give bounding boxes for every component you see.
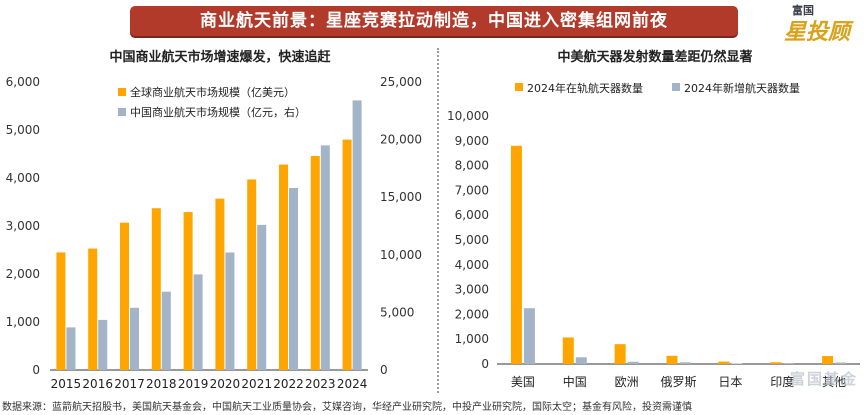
left-legend-label: 中国商业航天市场规模（亿元，右） bbox=[130, 105, 306, 119]
right-chart-title: 中美航天器发射数量差距仍然显著 bbox=[557, 50, 753, 65]
left-x-tick-label: 2021 bbox=[241, 377, 272, 391]
china-market-bar bbox=[130, 307, 139, 370]
china-market-bar bbox=[257, 224, 267, 370]
china-market-bar bbox=[161, 291, 171, 370]
in-orbit-spacecraft-bar bbox=[718, 361, 730, 364]
right-legend-swatch bbox=[515, 83, 523, 91]
watermark-text: 富国基金 bbox=[790, 370, 859, 388]
in-orbit-spacecraft-bar bbox=[770, 362, 782, 364]
china-market-bar bbox=[193, 274, 203, 370]
new-spacecraft-bar bbox=[835, 362, 847, 364]
left-x-tick-label: 2019 bbox=[178, 377, 209, 391]
right-x-tick-label: 日本 bbox=[718, 375, 742, 389]
left-x-tick-label: 2023 bbox=[305, 377, 336, 391]
global-market-bar bbox=[56, 252, 66, 370]
right-chart-y-tick-label: 10,000 bbox=[447, 109, 489, 123]
global-market-bar bbox=[120, 222, 129, 370]
right-x-tick-label: 欧洲 bbox=[615, 375, 639, 389]
right-y-tick-label: 20,000 bbox=[380, 133, 422, 147]
left-y-tick-label: 0 bbox=[32, 363, 40, 377]
left-y-tick-label: 2,000 bbox=[6, 267, 40, 281]
china-market-bar bbox=[225, 252, 235, 370]
china-market-bar bbox=[98, 319, 108, 370]
global-market-bar bbox=[151, 208, 161, 370]
left-y-tick-label: 1,000 bbox=[6, 315, 40, 329]
logo-main-text: 星投顾 bbox=[784, 20, 851, 45]
left-x-tick-label: 2022 bbox=[273, 377, 304, 391]
global-market-bar bbox=[342, 139, 352, 370]
new-spacecraft-bar bbox=[523, 308, 535, 364]
left-x-tick-label: 2018 bbox=[146, 377, 177, 391]
right-x-tick-label: 印度 bbox=[770, 374, 794, 389]
right-chart-y-tick-label: 0 bbox=[481, 357, 489, 371]
source-note: 数据来源：蓝箭航天招股书，美国航天基金会，中国航天工业质量协会，艾媒咨询，华经产… bbox=[2, 402, 692, 413]
right-chart-y-tick-label: 9,000 bbox=[455, 134, 489, 148]
right-chart-y-tick-label: 6,000 bbox=[455, 208, 489, 222]
china-market-bar bbox=[352, 100, 362, 370]
in-orbit-spacecraft-bar bbox=[666, 355, 678, 364]
right-chart-y-tick-label: 5,000 bbox=[455, 233, 489, 247]
title-banner: 商业航天前景：星座竞赛拉动制造，中国进入密集组网前夜 bbox=[130, 6, 738, 36]
page-title: 商业航天前景：星座竞赛拉动制造，中国进入密集组网前夜 bbox=[200, 11, 668, 31]
china-market-bar bbox=[289, 187, 298, 370]
left-x-tick-label: 2016 bbox=[82, 377, 113, 391]
global-market-bar bbox=[310, 155, 320, 370]
right-y-tick-label: 15,000 bbox=[380, 190, 422, 204]
right-x-tick-label: 其他 bbox=[822, 375, 846, 389]
left-y-tick-label: 4,000 bbox=[6, 171, 40, 185]
right-y-tick-label: 0 bbox=[380, 363, 388, 377]
right-chart-y-tick-label: 2,000 bbox=[455, 307, 489, 321]
right-x-tick-label: 中国 bbox=[563, 374, 587, 389]
left-x-tick-label: 2015 bbox=[51, 377, 82, 391]
china-market-bar bbox=[66, 327, 76, 370]
global-market-bar bbox=[183, 212, 193, 370]
right-legend-swatch bbox=[672, 83, 680, 91]
left-x-tick-label: 2017 bbox=[114, 377, 145, 391]
new-spacecraft-bar bbox=[575, 357, 587, 364]
right-y-tick-label: 5,000 bbox=[380, 305, 414, 319]
left-chart-title: 中国商业航天市场增速爆发，快速追赶 bbox=[109, 50, 331, 65]
new-spacecraft-bar bbox=[679, 362, 691, 364]
left-legend-label: 全球商业航天市场规模（亿美元） bbox=[130, 85, 295, 99]
right-y-tick-label: 25,000 bbox=[380, 75, 422, 89]
left-legend-swatch bbox=[118, 88, 126, 96]
left-x-tick-label: 2020 bbox=[210, 377, 241, 391]
in-orbit-spacecraft-bar bbox=[562, 337, 574, 364]
new-spacecraft-bar bbox=[627, 361, 639, 364]
china-market-bar bbox=[320, 145, 330, 370]
right-legend-label: 2024年新增航天器数量 bbox=[684, 81, 800, 95]
in-orbit-spacecraft-bar bbox=[510, 145, 522, 364]
right-chart-y-tick-label: 4,000 bbox=[455, 258, 489, 272]
right-y-tick-label: 10,000 bbox=[380, 248, 422, 262]
right-chart-y-tick-label: 7,000 bbox=[455, 183, 489, 197]
brand-logo: 富国 星投顾 bbox=[762, 2, 862, 45]
right-chart-y-tick-label: 1,000 bbox=[455, 332, 489, 346]
right-chart-y-tick-label: 3,000 bbox=[455, 283, 489, 297]
logo-brand-text: 富国 bbox=[792, 4, 814, 17]
left-y-tick-label: 3,000 bbox=[6, 219, 40, 233]
in-orbit-spacecraft-bar bbox=[614, 344, 626, 364]
left-y-tick-label: 6,000 bbox=[6, 75, 40, 89]
right-legend-label: 2024年在轨航天器数量 bbox=[527, 81, 643, 95]
global-market-bar bbox=[279, 164, 288, 370]
global-market-bar bbox=[88, 248, 98, 370]
global-market-bar bbox=[247, 179, 257, 370]
left-x-tick-label: 2024 bbox=[337, 377, 368, 391]
left-legend-swatch bbox=[118, 108, 126, 116]
right-x-tick-label: 俄罗斯 bbox=[660, 375, 696, 389]
left-y-tick-label: 5,000 bbox=[6, 123, 40, 137]
in-orbit-spacecraft-bar bbox=[822, 356, 834, 364]
right-chart-y-tick-label: 8,000 bbox=[455, 159, 489, 173]
right-x-tick-label: 美国 bbox=[511, 375, 535, 389]
panel-divider bbox=[437, 48, 439, 393]
global-market-bar bbox=[215, 198, 225, 370]
